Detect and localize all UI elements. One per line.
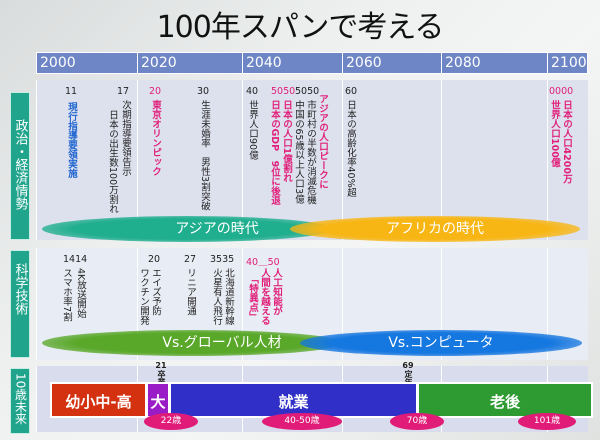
event-year: 17 (117, 86, 130, 97)
age-badge-40-50: 40-50歳 (262, 413, 342, 430)
event-text: 4K放送開始 (75, 268, 86, 319)
event-text: 世界人口90億 (247, 100, 258, 160)
band-africa-label: アフリカの時代 (386, 221, 484, 237)
graduation-label: 卒業 (157, 370, 166, 386)
event-text: 次期指導要領告示 (120, 100, 131, 176)
event-text: 東京オリンピック (150, 100, 161, 176)
event-text: 世界人口100億 (549, 100, 560, 168)
event-text: 市町村の半数が消滅危機 (305, 100, 316, 205)
event-year: 11 (65, 86, 78, 97)
event-year: 60 (345, 86, 358, 97)
row-label-politics-text: 政治・経済情勢 (12, 119, 28, 210)
event-text: 日本の人口1億割れ (281, 100, 292, 183)
age-badge-101: 101歳 (518, 413, 576, 430)
event-text: 「特異点」 (247, 274, 258, 322)
event-text: 中国の65歳以上人口3億 (293, 100, 304, 204)
year-2000: 2000 (40, 55, 76, 71)
event-text: 日本の出生数100万割れ (107, 110, 118, 214)
stage-school: 幼小中-高 (50, 382, 147, 418)
event-year: 30 (197, 86, 210, 97)
retirement-age: 69 (402, 361, 414, 370)
graduation-age: 21 (155, 361, 167, 370)
band-vs-computer: Vs.コンピュータ (300, 330, 582, 356)
event-year: 0000 (549, 86, 574, 97)
event-text: 人間を越える (259, 268, 270, 325)
event-year: 40 (246, 86, 259, 97)
event-text: ワクチン開発 (138, 268, 149, 325)
stage-retirement: 老後 (417, 382, 593, 418)
age-badge-70: 70歳 (390, 413, 444, 430)
row-label-science: 科学技術 (10, 250, 30, 358)
band-vs-global-talent: Vs.グローバル人材 (42, 330, 342, 356)
event-text: リニア開通 (185, 268, 196, 316)
event-year: 5050 (271, 86, 296, 97)
year-2040: 2040 (242, 53, 342, 73)
politics-row: 11 現行指導要領実施 17 次期指導要領告示 日本の出生数100万割れ 20 … (36, 80, 588, 240)
band-africa-era: アフリカの時代 (290, 216, 580, 242)
graduation-marker: 21 卒業 (155, 361, 167, 387)
event-year: 20 (148, 254, 161, 265)
event-text: 日本の人口4200万 (561, 100, 572, 184)
event-year: 3535 (210, 254, 235, 265)
event-text: 生涯未婚率 男性3割突破 (199, 100, 210, 211)
page-title: 100年スパンで考える (156, 10, 445, 45)
event-text: アジアの人口ピークに (317, 94, 328, 189)
retirement-label: 定年 (404, 370, 413, 386)
event-text: 日本の高齢化率40%超 (345, 100, 356, 198)
event-year: 5050 (295, 86, 320, 97)
band-asia-era: アジアの時代 (42, 216, 332, 242)
year-header-bar: 2000 2020 2040 2060 2080 2100 (36, 52, 588, 74)
event-text: エイズ予防 (150, 268, 161, 316)
band-vs-global-label: Vs.グローバル人材 (162, 335, 282, 351)
event-year: 40＿50 (246, 257, 280, 268)
retirement-marker: 69 定年 (402, 361, 414, 387)
event-text: 日本のGDP 9位に後退 (269, 100, 280, 206)
year-2080: 2080 (441, 53, 547, 73)
year-2100: 2100 (547, 53, 587, 73)
band-vs-computer-label: Vs.コンピュータ (388, 335, 494, 351)
event-text: スマホ率7割 (61, 268, 72, 322)
row-label-science-text: 科学技術 (12, 263, 28, 315)
row-label-future-text: 10歳未来 (13, 373, 28, 425)
row-label-politics: 政治・経済情勢 (10, 92, 30, 240)
event-text: 火星有人飛行 (211, 268, 222, 325)
event-year: 27 (184, 254, 197, 265)
event-text: 人工知能が (271, 268, 282, 316)
age-badge-22: 22歳 (144, 413, 198, 430)
band-asia-label: アジアの時代 (175, 221, 259, 237)
event-text: 現行指導要領実施 (66, 102, 77, 178)
event-text: 北海道新幹線 (223, 268, 234, 325)
row-label-future: 10歳未来 (10, 368, 30, 434)
event-year: 1414 (63, 254, 88, 265)
year-2060: 2060 (342, 53, 441, 73)
event-year: 20 (149, 86, 162, 97)
year-2020: 2020 (137, 53, 242, 73)
